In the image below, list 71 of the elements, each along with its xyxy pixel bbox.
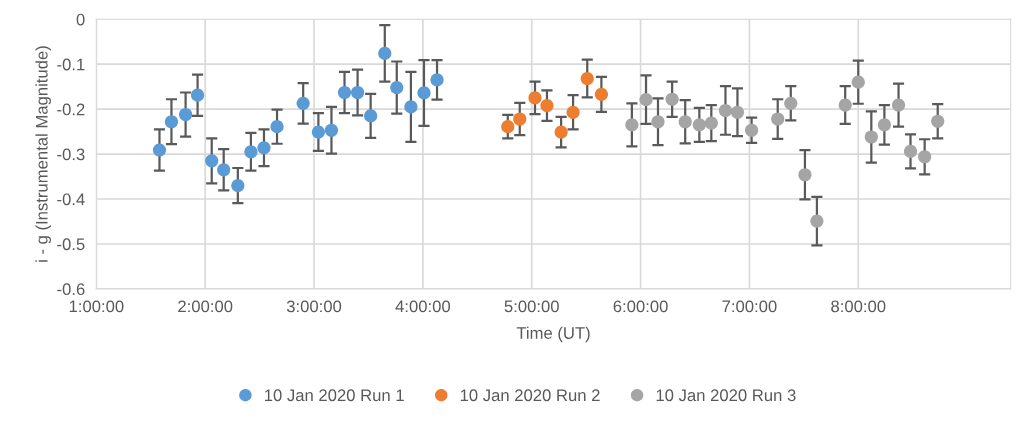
- point: [838, 98, 852, 112]
- point: [554, 125, 568, 139]
- point: [810, 214, 824, 228]
- legend-label: 10 Jan 2020 Run 3: [656, 389, 796, 402]
- point: [704, 116, 718, 130]
- point: [404, 100, 418, 114]
- point: [692, 118, 706, 132]
- point: [540, 98, 554, 113]
- point: [296, 96, 310, 110]
- point: [745, 123, 759, 137]
- legend-label: 10 Jan 2020 Run 2: [460, 389, 600, 402]
- point: [164, 115, 179, 129]
- point: [270, 120, 284, 134]
- y-tick-label: -0.3: [57, 148, 85, 161]
- point: [244, 145, 258, 159]
- point: [311, 125, 325, 139]
- x-tick-label: 6:00:00: [613, 300, 668, 313]
- point: [665, 92, 679, 106]
- point: [337, 85, 352, 100]
- y-tick-label: -0.6: [57, 283, 85, 296]
- point: [205, 154, 219, 168]
- point: [217, 163, 231, 177]
- point: [918, 150, 932, 164]
- point: [771, 112, 785, 126]
- y-tick-label: 0: [76, 13, 85, 26]
- point: [350, 85, 365, 100]
- legend-label: 10 Jan 2020 Run 1: [265, 389, 404, 402]
- point: [864, 130, 878, 144]
- x-axis-title: Time (UT): [516, 326, 590, 343]
- x-tick-label: 4:00:00: [395, 300, 451, 313]
- x-tick-label: 7:00:00: [722, 300, 777, 313]
- point: [324, 123, 339, 137]
- point: [580, 71, 594, 86]
- point: [903, 144, 918, 158]
- point: [378, 46, 392, 60]
- point: [730, 105, 745, 119]
- point: [931, 114, 945, 128]
- point: [417, 86, 431, 100]
- y-tick-label: -0.2: [57, 103, 85, 116]
- point: [528, 91, 542, 105]
- point: [718, 103, 733, 118]
- point: [877, 118, 891, 132]
- point: [364, 109, 378, 123]
- point: [152, 143, 167, 157]
- point: [566, 105, 580, 119]
- x-tick-label: 5:00:00: [504, 300, 559, 313]
- y-tick-label: -0.4: [57, 193, 85, 206]
- x-tick-label: 2:00:00: [178, 300, 233, 313]
- x-tick-label: 3:00:00: [286, 300, 342, 313]
- point: [231, 178, 245, 193]
- point: [594, 87, 608, 101]
- x-tick-label: 8:00:00: [831, 300, 886, 313]
- point: [625, 118, 639, 132]
- point: [891, 98, 906, 112]
- point: [430, 73, 444, 87]
- point: [257, 141, 271, 155]
- point: [513, 112, 527, 126]
- point: [179, 107, 193, 122]
- point: [678, 115, 692, 129]
- y-axis-title: i - g (Instrumental Magnitude): [35, 46, 51, 262]
- y-tick-label: -0.1: [57, 58, 85, 71]
- point: [501, 120, 515, 134]
- x-tick-label: 1:00:00: [69, 300, 124, 313]
- point: [639, 93, 653, 107]
- point: [784, 96, 798, 110]
- y-tick-label: -0.5: [57, 238, 85, 251]
- point: [851, 75, 865, 89]
- point: [190, 88, 205, 102]
- point: [798, 168, 812, 182]
- point: [651, 115, 665, 129]
- point: [390, 80, 404, 95]
